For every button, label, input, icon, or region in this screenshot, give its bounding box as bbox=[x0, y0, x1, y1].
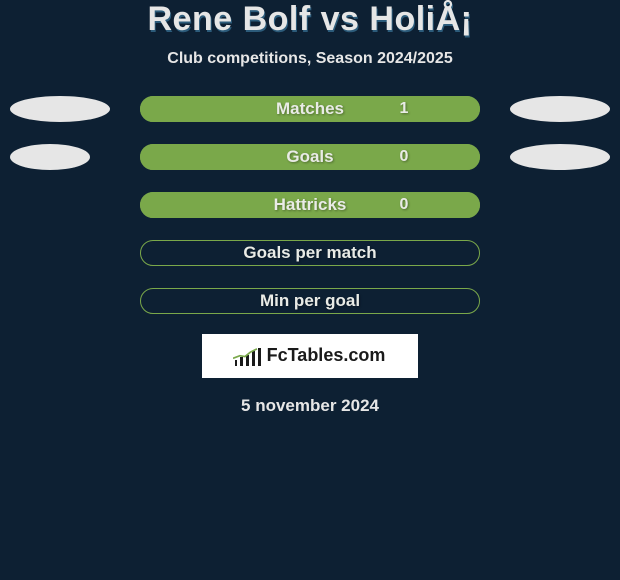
comparison-row: Goals per match bbox=[0, 240, 620, 266]
comparison-row: 1Matches bbox=[0, 96, 620, 122]
right-indicator-ellipse bbox=[510, 96, 610, 122]
logo-text: FcTables.com bbox=[267, 345, 386, 366]
row-label: Goals per match bbox=[243, 243, 376, 263]
date-label: 5 november 2024 bbox=[0, 396, 620, 416]
logo-box: FcTables.com bbox=[202, 334, 418, 378]
row-label: Goals bbox=[286, 147, 333, 167]
content: Rene Bolf vs HoliÅ¡ Club competitions, S… bbox=[0, 0, 620, 416]
value-right: 0 bbox=[340, 148, 480, 166]
value-right: 0 bbox=[340, 196, 480, 214]
left-indicator-ellipse bbox=[10, 144, 90, 170]
logo-bar bbox=[240, 357, 243, 366]
comparison-row: Min per goal bbox=[0, 288, 620, 314]
comparison-row: 0Hattricks bbox=[0, 192, 620, 218]
right-indicator-ellipse bbox=[510, 144, 610, 170]
row-label: Min per goal bbox=[260, 291, 360, 311]
row-label: Matches bbox=[276, 99, 344, 119]
logo-bar bbox=[258, 348, 261, 366]
row-label: Hattricks bbox=[274, 195, 347, 215]
page-title: Rene Bolf vs HoliÅ¡ bbox=[0, 2, 620, 38]
comparison-rows: 1Matches0Goals0HattricksGoals per matchM… bbox=[0, 96, 620, 314]
logo-bar bbox=[252, 351, 255, 366]
logo-bar bbox=[246, 355, 249, 366]
logo-bar bbox=[235, 360, 238, 366]
left-indicator-ellipse bbox=[10, 96, 110, 122]
subtitle: Club competitions, Season 2024/2025 bbox=[0, 50, 620, 68]
value-right: 1 bbox=[340, 100, 480, 118]
comparison-row: 0 Goals bbox=[0, 144, 620, 170]
logo-chart-icon bbox=[235, 346, 261, 366]
